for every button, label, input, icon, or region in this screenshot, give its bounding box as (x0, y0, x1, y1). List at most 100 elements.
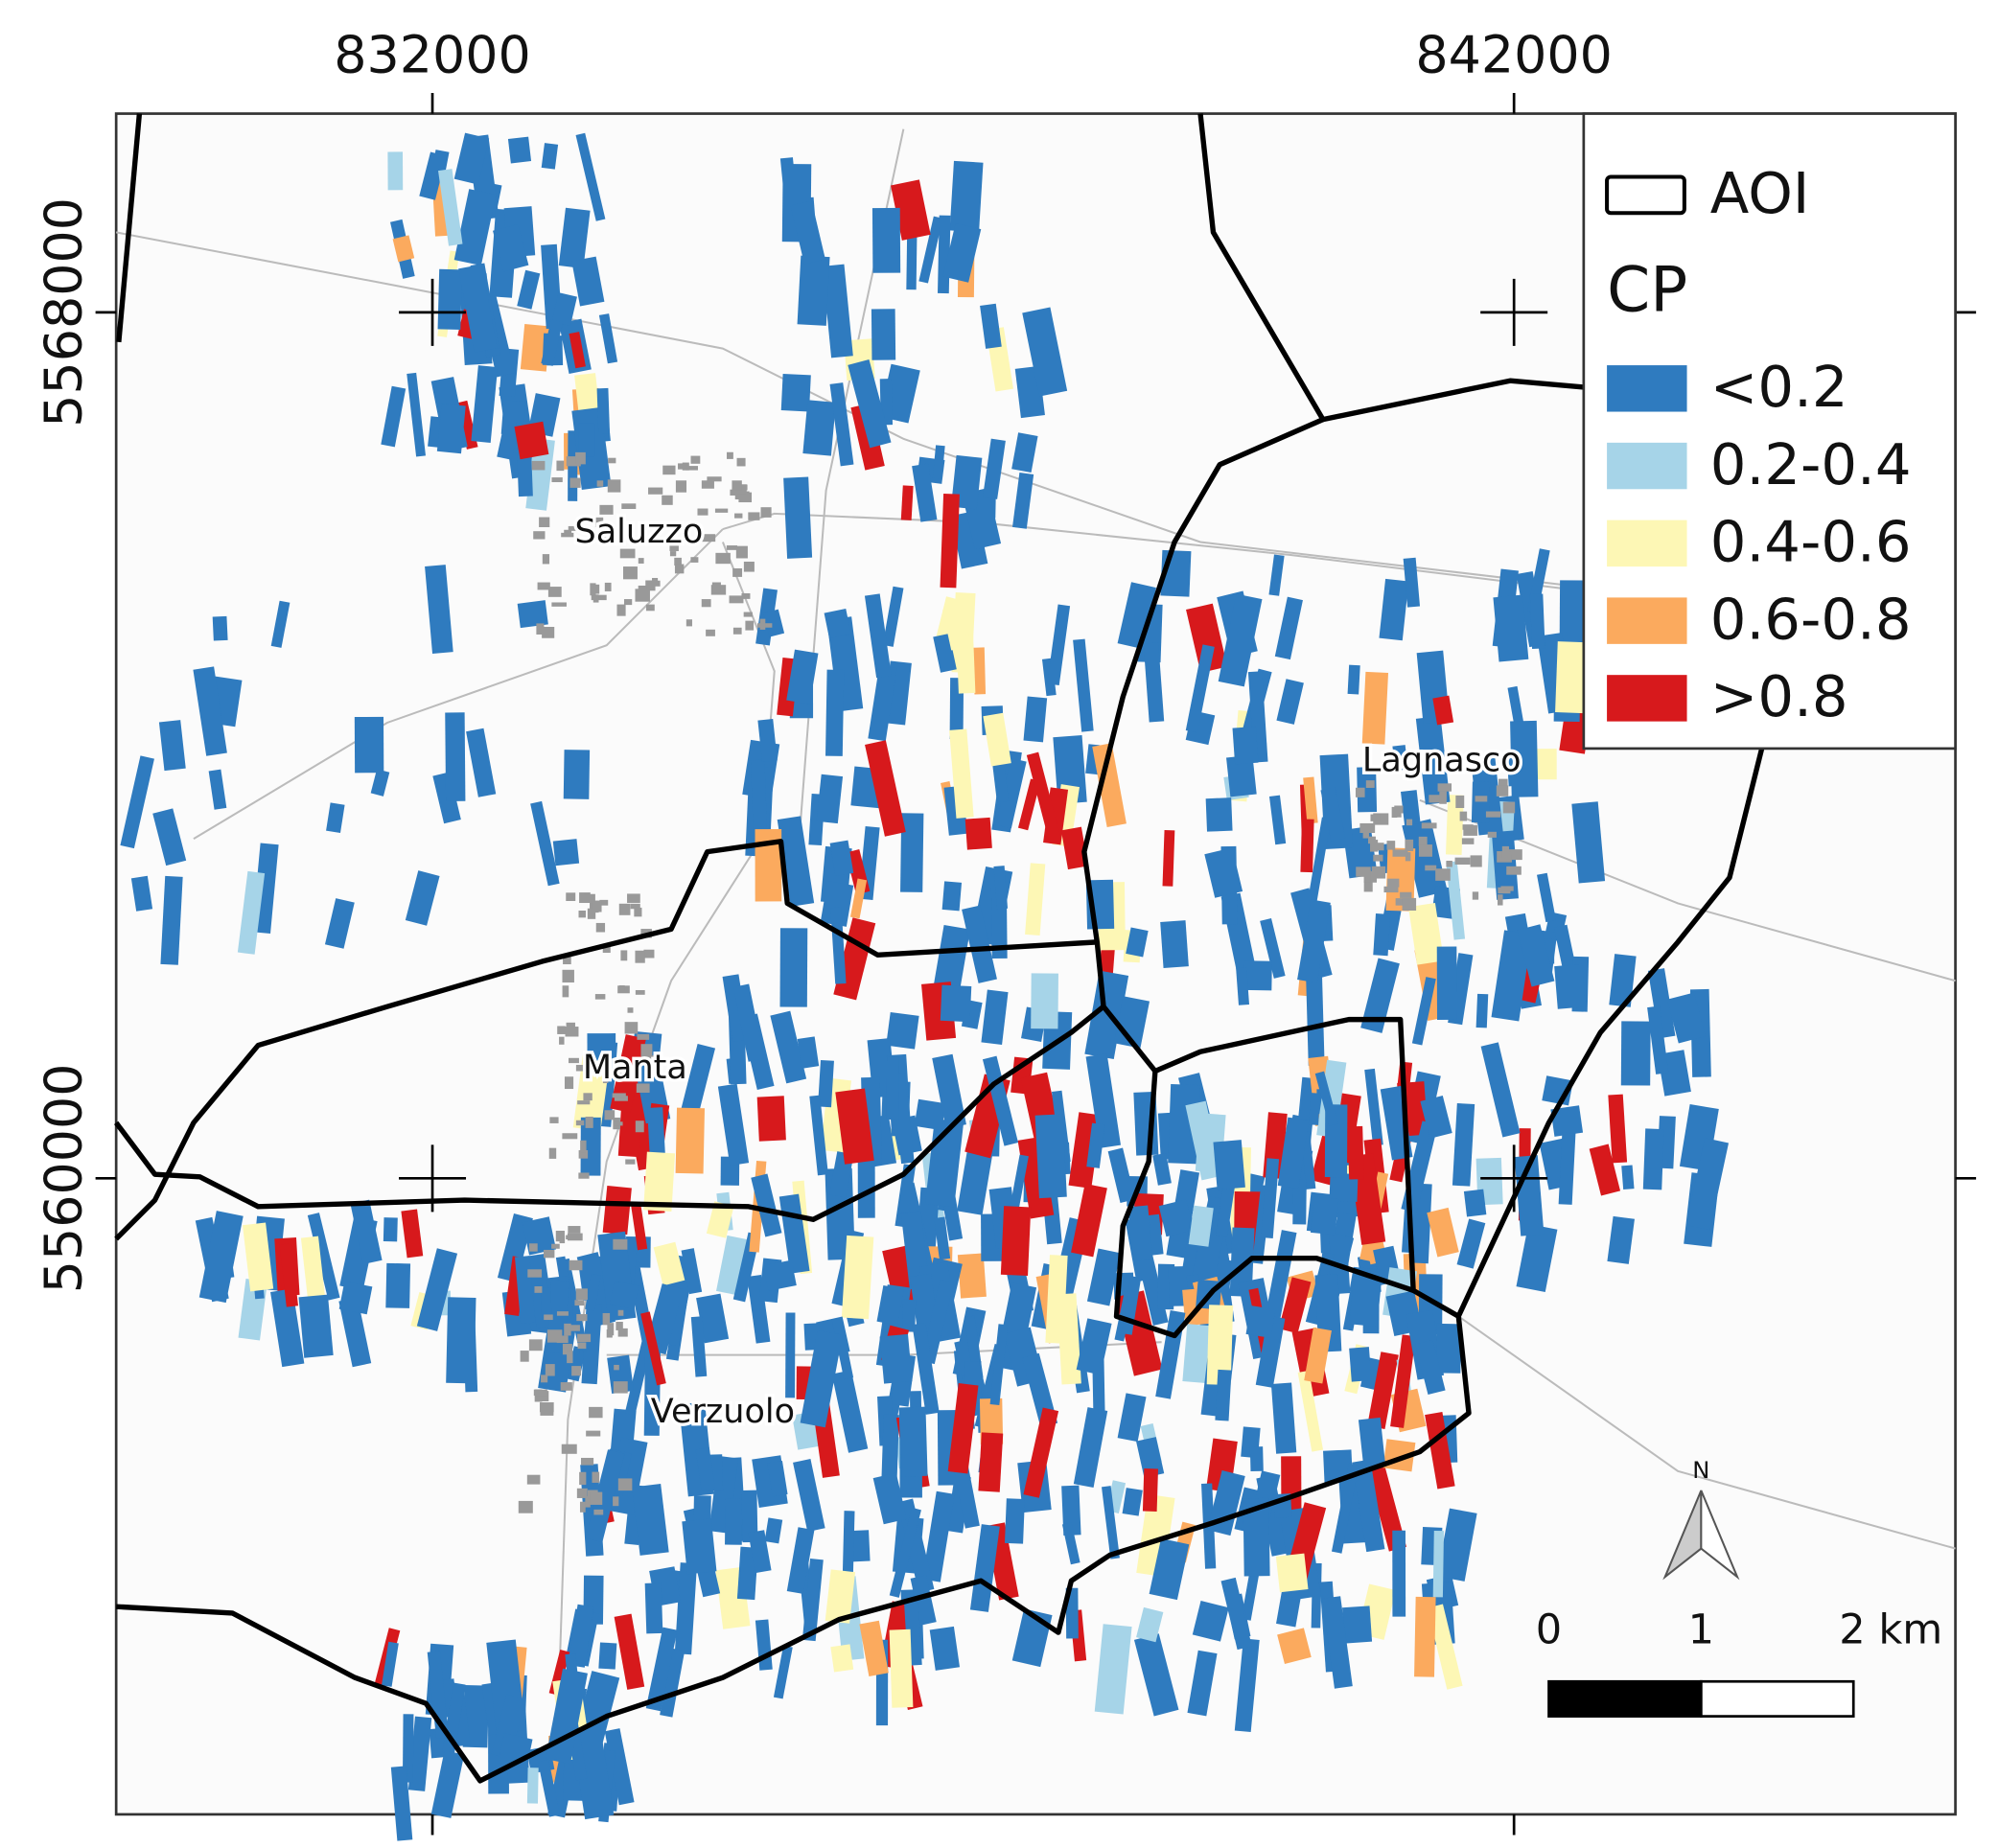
building (540, 1403, 554, 1416)
field-patch (1329, 1172, 1359, 1202)
field-patch (949, 160, 984, 233)
field-patch (578, 423, 595, 457)
field-patch (1306, 817, 1332, 911)
field-patch (445, 712, 466, 801)
building (605, 1057, 611, 1066)
field-patch (865, 740, 906, 837)
field-patch (1218, 593, 1263, 687)
scale-bar-segment (1700, 1679, 1855, 1718)
building (1387, 878, 1400, 888)
field-patch (1127, 1205, 1153, 1261)
field-patch (1300, 819, 1314, 873)
field-patch (370, 769, 390, 797)
field-patch (1403, 557, 1421, 608)
field-patch (563, 750, 591, 799)
field-patch (957, 1144, 994, 1215)
building (623, 566, 638, 580)
building (575, 1120, 585, 1126)
field-patch (193, 666, 227, 756)
field-patch (381, 1641, 399, 1687)
field-patch (956, 635, 976, 694)
field-patch (1061, 1485, 1081, 1536)
field-patch (1268, 554, 1285, 596)
field-patch (1026, 751, 1062, 843)
field-patch (1204, 847, 1243, 898)
building (630, 903, 640, 910)
field-patch (1357, 767, 1378, 813)
building (549, 1117, 559, 1123)
field-patch (1213, 1140, 1245, 1190)
building (760, 507, 772, 518)
building (645, 580, 656, 591)
scale-bar-segment (1547, 1679, 1703, 1718)
building (674, 557, 682, 566)
building (619, 548, 636, 559)
building (551, 1243, 560, 1249)
building (1496, 785, 1509, 797)
building (623, 599, 633, 606)
field-patch (1390, 1334, 1416, 1428)
building (1472, 891, 1479, 900)
field-patch (898, 1406, 928, 1477)
building (706, 629, 715, 636)
building (621, 503, 637, 510)
legend-title: CP (1607, 255, 1687, 327)
field-patch (541, 143, 559, 170)
field-patch (270, 1288, 305, 1368)
field-patch (1268, 795, 1287, 845)
building (1402, 897, 1417, 911)
field-patch (354, 716, 384, 774)
road (115, 231, 1584, 589)
field-patch (585, 1273, 601, 1311)
field-patch (1278, 1277, 1312, 1334)
field-patch (462, 1685, 490, 1748)
building (714, 508, 729, 513)
field-patch (1022, 307, 1068, 397)
building (577, 1333, 592, 1343)
field-patch (208, 769, 227, 810)
legend-swatch (1607, 520, 1687, 567)
field-patch (1491, 930, 1532, 1022)
field-patch (1073, 1407, 1108, 1488)
field-patch (307, 1213, 340, 1301)
field-patch (822, 264, 853, 358)
field-patch (607, 1437, 648, 1515)
field-patch (1076, 1318, 1112, 1375)
field-patch (653, 1241, 685, 1286)
building (1508, 849, 1522, 861)
field-patch (491, 1694, 526, 1760)
building (604, 582, 612, 591)
field-patch (507, 136, 532, 164)
field-patch (1373, 913, 1391, 957)
field-patch (1292, 1179, 1307, 1225)
field-patch (632, 1483, 669, 1556)
building (562, 1133, 578, 1140)
building (613, 1496, 619, 1507)
field-patch (130, 875, 153, 912)
aoi-boundaries (114, 113, 1771, 1784)
building (616, 1321, 623, 1330)
field-patch (419, 151, 447, 200)
field-patch (809, 1095, 828, 1176)
building (634, 907, 642, 917)
field-patch (932, 1053, 966, 1129)
field-patch (756, 1096, 786, 1142)
field-patch (995, 757, 1027, 829)
field-patch (338, 1297, 372, 1368)
field-patch (1297, 1370, 1324, 1452)
field-patch (610, 1034, 646, 1113)
field-patch (1367, 1351, 1399, 1430)
building (551, 477, 563, 483)
field-patch (1621, 1165, 1635, 1190)
field-patch (402, 1714, 414, 1783)
field-patch (786, 1527, 815, 1594)
building (566, 892, 576, 901)
field-patch (1094, 1624, 1132, 1715)
field-patch (430, 1750, 465, 1818)
building (627, 1007, 634, 1013)
field-patch (750, 759, 768, 839)
field-patch (1297, 899, 1331, 983)
field-patch (1341, 1605, 1373, 1644)
field-patch (674, 1562, 698, 1655)
